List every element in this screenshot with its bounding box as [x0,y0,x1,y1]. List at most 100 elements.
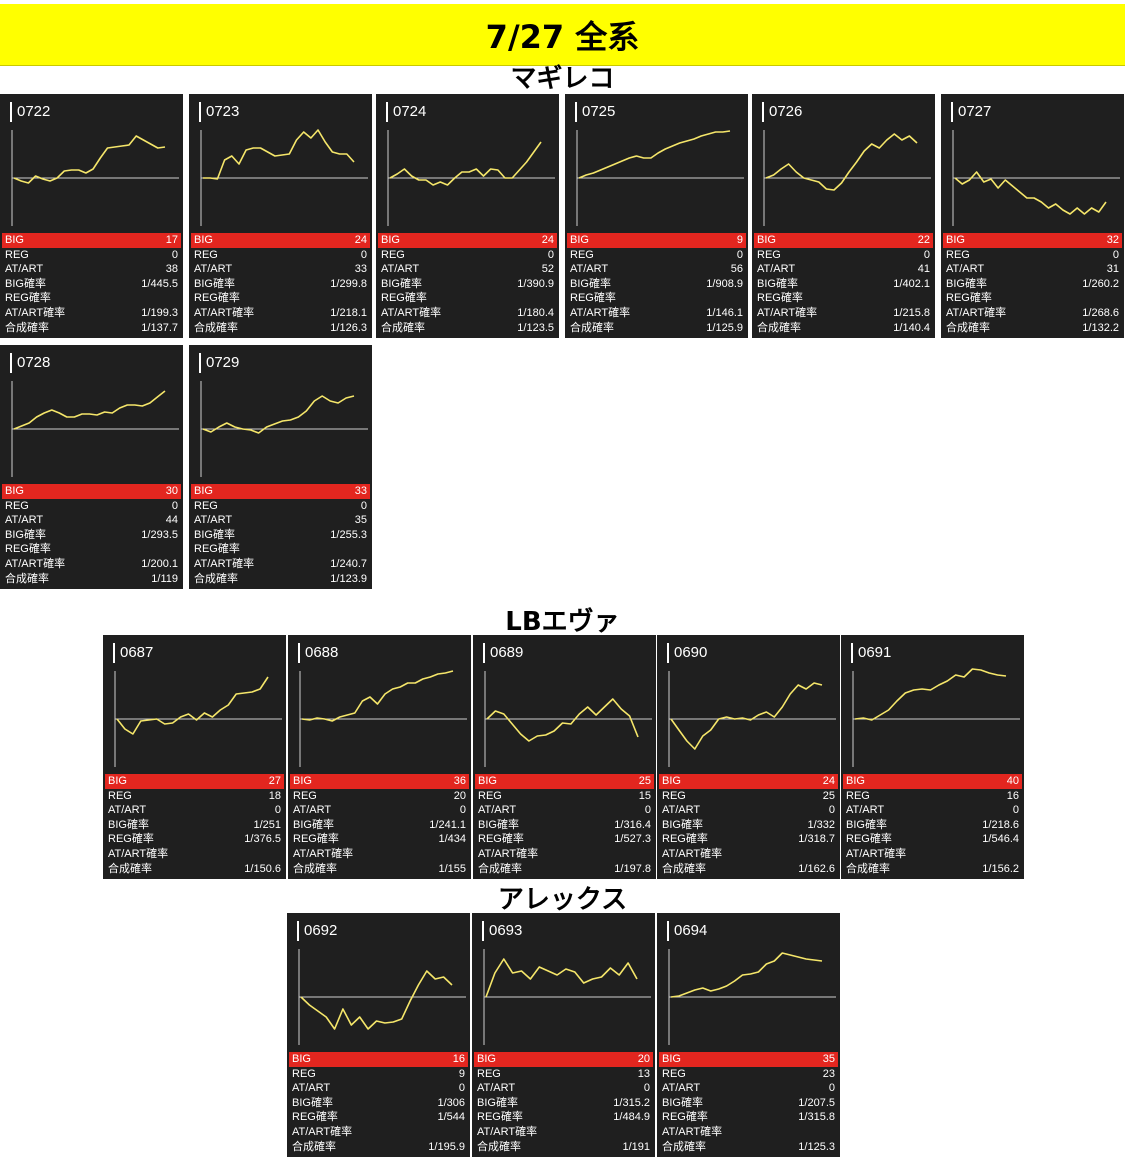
stat-value: 35 [822,1053,835,1065]
stat-label: BIG確率 [381,277,422,290]
stat-label: 合成確率 [293,862,337,875]
stat-label: AT/ART確率 [108,847,169,860]
stat-label: AT/ART [5,514,44,527]
stat-label: 合成確率 [381,321,425,334]
stat-value: 1/255.3 [330,528,367,541]
stat-row-combined-rate: 合成確率 1/125.9 [567,321,746,336]
stat-label: BIG [194,485,213,497]
stat-value: 1/908.9 [706,277,743,290]
stat-row-reg: REG 15 [475,789,654,804]
stat-row-reg: REG 23 [659,1067,838,1082]
stats-table: BIG 40 REG 16 AT/ART 0 BIG確率 1/218.6 REG確率 1/546.… [843,774,1022,876]
stat-row-big: BIG 9 [567,233,746,248]
machine-card-0727: 0727 BIG 32 REG 0 AT/ART 31 BIG確率 1/260.2 REG確率 AT… [941,94,1124,338]
stat-row-big: BIG 35 [659,1052,838,1067]
stat-row-reg: REG 0 [2,248,181,263]
stat-value: 1/137.7 [141,321,178,334]
stat-row-atart: AT/ART 52 [378,262,557,277]
stat-label: BIG [5,234,24,246]
stat-value: 44 [165,514,178,527]
stat-label: BIG [108,775,127,787]
stats-table: BIG 24 REG 0 AT/ART 33 BIG確率 1/299.8 REG確率 AT/ART… [191,233,370,335]
stat-row-atart: AT/ART 0 [843,803,1022,818]
stat-value: 1/195.9 [428,1140,465,1153]
stat-value: 1/119 [151,572,178,585]
trend-line [301,670,454,722]
stat-value: 1/445.5 [141,277,178,290]
stat-label: AT/ART [194,514,233,527]
stat-label: AT/ART [478,804,517,817]
stat-value: 1/126.3 [330,321,367,334]
stat-label: BIG [5,485,24,497]
stat-value: 0 [171,248,178,261]
stat-row-big-rate: BIG確率 1/315.2 [474,1096,653,1111]
stat-row-atart: AT/ART 0 [475,803,654,818]
stat-value: 1/146.1 [706,306,743,319]
stat-value: 35 [354,514,367,527]
stat-value: 0 [828,1082,835,1095]
stat-value: 1/150.6 [244,862,281,875]
stat-row-combined-rate: 合成確率 1/197.8 [475,862,654,877]
banner-title: 7/27 全系 [485,17,640,56]
stat-label: REG [662,1067,686,1080]
stats-table: BIG 9 REG 0 AT/ART 56 BIG確率 1/908.9 REG確率 AT/ART確… [567,233,746,335]
stat-row-atart: AT/ART 56 [567,262,746,277]
stat-row-big-rate: BIG確率 1/908.9 [567,277,746,292]
stat-row-combined-rate: 合成確率 1/132.2 [943,321,1122,336]
machine-number: 0728 [10,353,50,373]
stat-row-combined-rate: 合成確率 1/125.3 [659,1140,838,1155]
stat-value: 0 [171,499,178,512]
stat-label: REG [478,789,502,802]
stat-label: AT/ART [194,263,233,276]
stat-label: BIG [570,234,589,246]
trend-chart [298,949,466,1045]
stat-value: 17 [165,234,178,246]
machine-card-0725: 0725 BIG 9 REG 0 AT/ART 56 BIG確率 1/908.9 REG確率 AT/… [565,94,748,338]
stat-value: 1/315.2 [613,1096,650,1109]
stat-label: REG確率 [194,292,240,305]
stat-row-big: BIG 24 [191,233,370,248]
stat-row-big-rate: BIG確率 1/299.8 [191,277,370,292]
stat-label: REG [194,248,218,261]
stat-value: 1/484.9 [613,1111,650,1124]
stat-row-combined-rate: 合成確率 1/191 [474,1140,653,1155]
stat-value: 1/315.8 [798,1111,835,1124]
stat-label: REG [292,1067,316,1080]
stat-label: AT/ART [570,263,609,276]
stat-value: 1/140.4 [893,321,930,334]
stat-value: 1/376.5 [244,833,281,846]
stat-label: REG確率 [946,292,992,305]
stats-table: BIG 35 REG 23 AT/ART 0 BIG確率 1/207.5 REG確率 1/315.… [659,1052,838,1154]
stat-label: REG [946,248,970,261]
stat-label: AT/ART [108,804,147,817]
stat-row-big-rate: BIG確率 1/306 [289,1096,468,1111]
stat-label: BIG確率 [757,277,798,290]
stat-label: REG [477,1067,501,1080]
stat-row-big-rate: BIG確率 1/255.3 [191,528,370,543]
stat-value: 1/155 [438,862,466,875]
stat-value: 1/306 [437,1096,465,1109]
stat-label: 合成確率 [757,321,801,334]
trend-chart [114,671,282,767]
stat-row-big: BIG 32 [943,233,1122,248]
stat-row-reg: REG 25 [659,789,838,804]
stat-label: 合成確率 [5,321,49,334]
stat-label: 合成確率 [108,862,152,875]
trend-chart [483,949,651,1045]
stat-value: 23 [822,1067,835,1080]
stat-value: 36 [453,775,466,787]
stat-row-reg: REG 20 [290,789,469,804]
stat-label: AT/ART [946,263,985,276]
stat-row-big-rate: BIG確率 1/390.9 [378,277,557,292]
stat-label: BIG確率 [946,277,987,290]
stats-table: BIG 24 REG 25 AT/ART 0 BIG確率 1/332 REG確率 1/318.7 A… [659,774,838,876]
machine-card-0723: 0723 BIG 24 REG 0 AT/ART 33 BIG確率 1/299.8 REG確率 AT… [189,94,372,338]
trend-chart [668,949,836,1045]
stat-row-atart-rate: AT/ART確率 1/146.1 [567,306,746,321]
trend-chart [576,130,744,226]
stat-value: 1/191 [622,1140,650,1153]
stat-value: 32 [1106,234,1119,246]
stat-label: REG確率 [5,292,51,305]
trend-line [670,682,823,750]
stat-value: 38 [165,263,178,276]
